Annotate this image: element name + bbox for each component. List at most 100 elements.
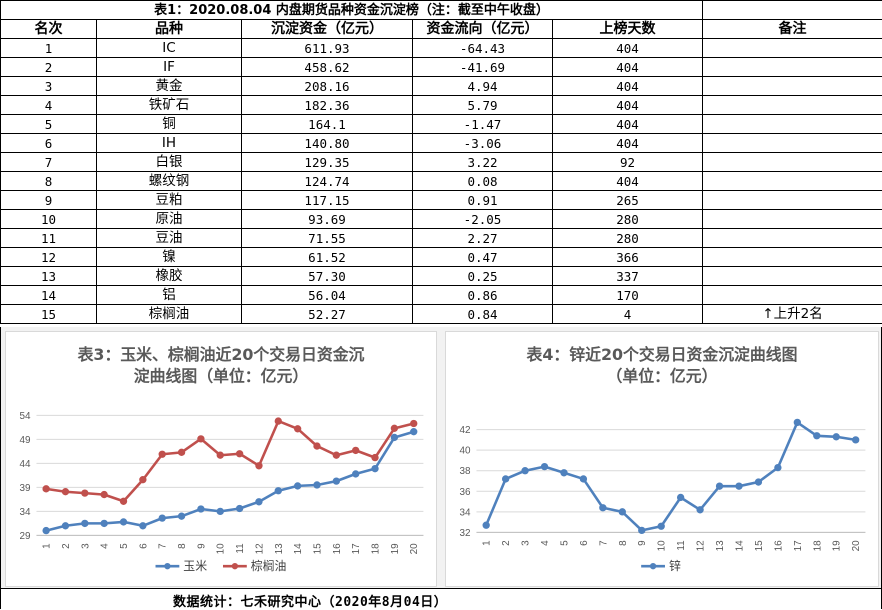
data-point bbox=[333, 478, 339, 484]
data-point bbox=[522, 468, 528, 474]
data-point bbox=[391, 425, 397, 431]
data-point bbox=[411, 428, 417, 434]
cell-rank: 14 bbox=[1, 286, 97, 305]
data-point bbox=[275, 418, 281, 424]
data-point bbox=[294, 483, 300, 489]
y-tick-label: 49 bbox=[19, 435, 31, 446]
legend-swatch-marker bbox=[650, 563, 656, 569]
cell-capital: 458.62 bbox=[242, 58, 413, 77]
cell-flow: -64.43 bbox=[413, 39, 553, 58]
cell-rank: 4 bbox=[1, 96, 97, 115]
data-point bbox=[600, 505, 606, 511]
y-tick-label: 40 bbox=[459, 446, 471, 457]
cell-capital: 71.55 bbox=[242, 229, 413, 248]
table-header-row: 名次品种沉淀资金（亿元）资金流向（亿元）上榜天数备注 bbox=[1, 20, 882, 39]
cell-days: 170 bbox=[553, 286, 703, 305]
chart-title-line: 表4：锌近20个交易日资金沉淀曲线图 bbox=[526, 345, 798, 364]
cell-flow: 5.79 bbox=[413, 96, 553, 115]
chart-title-line: （单位：亿元） bbox=[606, 367, 717, 386]
data-point bbox=[853, 437, 859, 443]
data-point bbox=[314, 443, 320, 449]
cell-rank: 2 bbox=[1, 58, 97, 77]
data-point bbox=[82, 490, 88, 496]
y-tick-label: 34 bbox=[459, 507, 471, 518]
legend-label: 玉米 bbox=[183, 559, 207, 573]
x-tick-label: 10 bbox=[657, 540, 668, 552]
x-tick-label: 16 bbox=[773, 540, 784, 552]
data-point bbox=[580, 476, 586, 482]
cell-capital: 611.93 bbox=[242, 39, 413, 58]
data-point bbox=[541, 463, 547, 469]
series-line-2 bbox=[46, 421, 414, 501]
cell-rank: 8 bbox=[1, 172, 97, 191]
chart-title-line: 淀曲线图（单位：亿元） bbox=[134, 367, 308, 386]
cell-capital: 117.15 bbox=[242, 191, 413, 210]
data-point bbox=[814, 433, 820, 439]
x-tick-label: 4 bbox=[100, 543, 111, 549]
x-tick-label: 5 bbox=[119, 543, 130, 549]
x-tick-label: 14 bbox=[293, 543, 304, 555]
cell-remark bbox=[703, 58, 882, 77]
cell-rank: 6 bbox=[1, 134, 97, 153]
y-tick-label: 44 bbox=[19, 459, 31, 470]
cell-capital: 208.16 bbox=[242, 77, 413, 96]
cell-capital: 140.80 bbox=[242, 134, 413, 153]
cell-variety: 铁矿石 bbox=[97, 96, 242, 115]
y-tick-label: 29 bbox=[19, 531, 31, 542]
data-point bbox=[275, 488, 281, 494]
cell-variety: IH bbox=[97, 134, 242, 153]
cell-flow: 0.86 bbox=[413, 286, 553, 305]
cell-remark bbox=[703, 210, 882, 229]
data-point bbox=[236, 451, 242, 457]
cell-flow: 0.25 bbox=[413, 267, 553, 286]
data-point bbox=[217, 508, 223, 514]
cell-variety: 豆油 bbox=[97, 229, 242, 248]
cell-days: 280 bbox=[553, 210, 703, 229]
data-point bbox=[411, 420, 417, 426]
cell-capital: 61.52 bbox=[242, 248, 413, 267]
cell-remark bbox=[703, 39, 882, 58]
cell-days: 4 bbox=[553, 305, 703, 324]
legend-swatch-marker bbox=[232, 563, 238, 569]
data-point bbox=[159, 515, 165, 521]
cell-days: 404 bbox=[553, 58, 703, 77]
cell-variety: 棕榈油 bbox=[97, 305, 242, 324]
cell-flow: 0.08 bbox=[413, 172, 553, 191]
cell-days: 337 bbox=[553, 267, 703, 286]
legend-label: 锌 bbox=[669, 559, 681, 573]
x-tick-label: 1 bbox=[482, 540, 493, 546]
footer: 数据统计：七禾研究中心（2020年8月04日） bbox=[0, 588, 882, 609]
cell-flow: -1.47 bbox=[413, 115, 553, 134]
footer-source: 数据统计：七禾研究中心（2020年8月04日） bbox=[173, 591, 447, 610]
data-point bbox=[736, 483, 742, 489]
x-tick-label: 20 bbox=[851, 540, 862, 552]
y-tick-label: 36 bbox=[459, 487, 471, 498]
cell-remark bbox=[703, 96, 882, 115]
cell-capital: 164.1 bbox=[242, 115, 413, 134]
cell-days: 404 bbox=[553, 96, 703, 115]
cell-remark: ↑上升2名 bbox=[703, 305, 882, 324]
data-point bbox=[716, 483, 722, 489]
data-point bbox=[140, 477, 146, 483]
x-tick-label: 18 bbox=[812, 540, 823, 552]
x-tick-label: 2 bbox=[501, 540, 512, 546]
cell-rank: 3 bbox=[1, 77, 97, 96]
cell-rank: 15 bbox=[1, 305, 97, 324]
x-tick-label: 5 bbox=[559, 540, 570, 546]
x-tick-label: 9 bbox=[196, 543, 207, 549]
data-point bbox=[198, 436, 204, 442]
data-point bbox=[217, 452, 223, 458]
cell-variety: IC bbox=[97, 39, 242, 58]
y-tick-label: 54 bbox=[19, 411, 31, 422]
x-tick-label: 7 bbox=[598, 540, 609, 546]
x-tick-label: 8 bbox=[177, 543, 188, 549]
cell-flow: 3.22 bbox=[413, 153, 553, 172]
x-tick-label: 1 bbox=[42, 543, 53, 549]
